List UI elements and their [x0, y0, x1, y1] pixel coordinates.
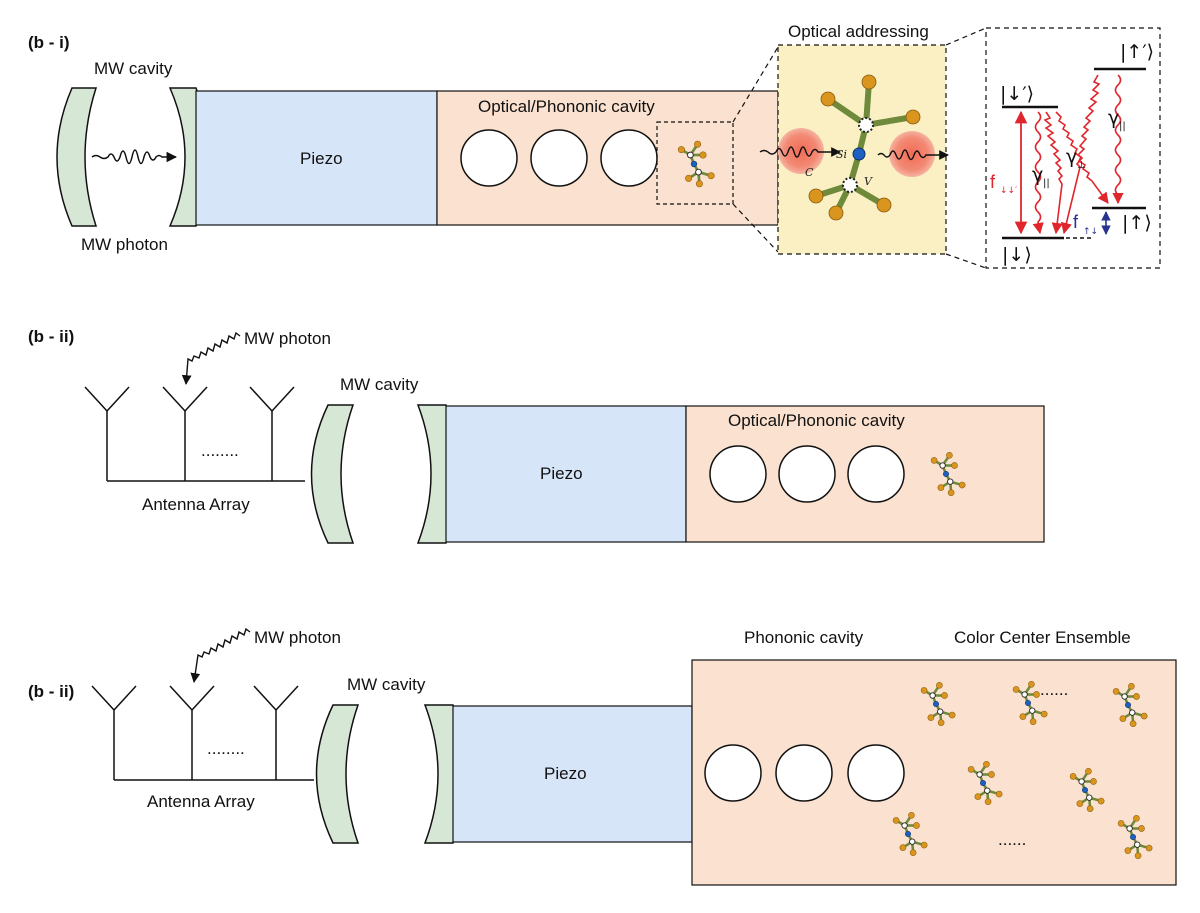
antenna-array-label-2: Antenna Array	[147, 792, 255, 811]
decay-gamma-perp-left	[1043, 111, 1064, 235]
zoom-line-bottom	[732, 203, 779, 253]
mw-cavity-left-mirror-3	[315, 704, 360, 844]
gamma-par-right-label: γ	[1108, 107, 1119, 129]
decay-gamma-par-right	[1112, 74, 1124, 205]
optical-addressing-label: Optical addressing	[788, 22, 929, 41]
mw-cavity-label-3: MW cavity	[347, 675, 426, 694]
cavity-hole	[778, 445, 836, 503]
ket-down: |↓⟩	[1002, 244, 1032, 266]
antenna-dots-2: ........	[207, 739, 245, 758]
mw-cavity-left-mirror-2	[310, 404, 355, 544]
mw-photon-label-2: MW photon	[244, 329, 331, 348]
gamma-par-left-label: γ	[1032, 164, 1043, 186]
zoom-source-box	[656, 121, 734, 205]
incoming-mw-photon-2	[181, 331, 241, 385]
piezo-block-2	[445, 405, 687, 543]
cavity-hole	[704, 744, 762, 802]
phononic-cavity-label: Phononic cavity	[744, 628, 864, 647]
piezo-label-2: Piezo	[540, 464, 583, 483]
gamma-perp-sub: ⊥	[1077, 160, 1086, 171]
cavity-hole	[847, 445, 905, 503]
laser-glow-right	[889, 131, 935, 177]
mw-photon-label: MW photon	[81, 235, 168, 254]
f-small-label: f	[1073, 212, 1079, 232]
mw-cavity-left-mirror	[56, 87, 98, 227]
panel-b-i: (b - i) MW cavity MW photon Piezo Optica…	[28, 22, 1161, 269]
atom-label-c: C	[805, 166, 814, 179]
ensemble-dots-bottom: ......	[998, 830, 1026, 849]
cavity-hole	[460, 129, 518, 187]
antenna-array-2	[91, 685, 314, 781]
piezo-label: Piezo	[300, 149, 343, 168]
mw-photon-label-3: MW photon	[254, 628, 341, 647]
piezo-block	[195, 90, 438, 226]
decay-gamma-par-left	[1032, 111, 1044, 235]
ensemble-dots-top: ......	[1040, 680, 1068, 699]
panel-tag-b-ii-2: (b - ii)	[28, 682, 74, 701]
f-small-sub: ↑↓	[1083, 227, 1098, 237]
panel-tag-b-i: (b - i)	[28, 33, 70, 52]
cavity-hole	[709, 445, 767, 503]
atom-label-si: Si	[836, 148, 847, 161]
gamma-perp-label: γ	[1066, 146, 1077, 168]
panel-b-ii-ensemble: (b - ii) MW photon ........ Antenna Arra…	[28, 627, 1177, 886]
incoming-mw-photon-3	[190, 627, 251, 683]
mw-cavity-label-2: MW cavity	[340, 375, 419, 394]
cavity-hole	[847, 744, 905, 802]
antenna-array-label: Antenna Array	[142, 495, 250, 514]
level-link-top	[945, 27, 987, 46]
panel-tag-b-ii: (b - ii)	[28, 327, 74, 346]
atom-label-v: V	[864, 175, 873, 188]
antenna-dots: ........	[201, 441, 239, 460]
piezo-label-3: Piezo	[544, 764, 587, 783]
mw-wave-packet	[91, 149, 178, 165]
ket-up: |↑⟩	[1122, 212, 1152, 234]
f-main-label: f	[990, 172, 996, 192]
cavity-hole	[530, 129, 588, 187]
zoom-line-top	[732, 46, 779, 123]
gamma-par-right-sub: ||	[1119, 121, 1126, 132]
panel-b-ii-antenna-optical: (b - ii) MW photon ........ Antenna Arra…	[28, 327, 1045, 544]
antenna-array-1	[84, 386, 305, 482]
piezo-block-3	[452, 705, 693, 843]
incoming-photon	[759, 146, 841, 158]
optical-phononic-cavity-label: Optical/Phononic cavity	[478, 97, 655, 116]
gamma-par-left-sub: ||	[1043, 178, 1050, 189]
cavity-hole	[775, 744, 833, 802]
ket-down-prime: |↓′⟩	[1000, 83, 1034, 105]
ket-up-prime: |↑′⟩	[1120, 41, 1154, 63]
decay-cross-to-up	[1055, 111, 1109, 204]
large-color-center	[808, 74, 921, 221]
optical-phononic-cavity-label-2: Optical/Phononic cavity	[728, 411, 905, 430]
outgoing-photon	[877, 149, 949, 161]
color-center-ensemble-label: Color Center Ensemble	[954, 628, 1131, 647]
f-main-sub: ↓↓′	[1000, 186, 1017, 196]
mw-cavity-label: MW cavity	[94, 59, 173, 78]
cavity-hole	[600, 129, 658, 187]
level-link-bottom	[945, 253, 987, 269]
